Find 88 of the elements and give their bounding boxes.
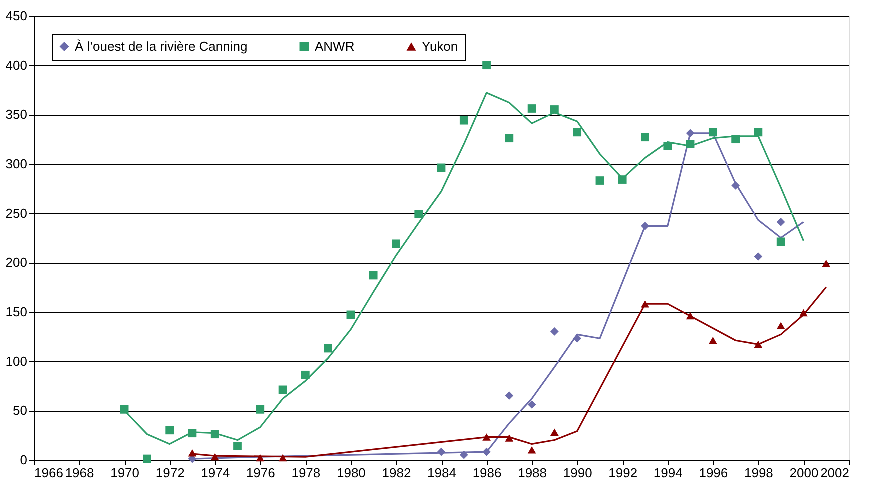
point — [188, 429, 197, 438]
point — [573, 128, 582, 137]
point — [528, 400, 536, 409]
point — [528, 446, 536, 454]
point — [776, 322, 786, 330]
x-tick-label: 1978 — [292, 466, 321, 480]
y-tick-label: 150 — [6, 304, 28, 320]
point — [686, 312, 695, 320]
y-tick-label: 350 — [6, 107, 28, 122]
point — [708, 336, 718, 344]
y-tick-label: 100 — [6, 354, 28, 369]
point — [482, 448, 491, 456]
point — [210, 430, 220, 439]
point — [528, 104, 536, 113]
point — [686, 140, 695, 148]
x-tick-label: 1980 — [336, 466, 366, 480]
point — [460, 116, 468, 125]
point — [754, 128, 763, 137]
y-tick-label: 400 — [6, 58, 28, 73]
point — [392, 240, 400, 248]
point — [301, 370, 310, 380]
y-tick-label: 300 — [6, 156, 28, 172]
x-tick-label: 1976 — [246, 466, 276, 480]
point — [732, 135, 740, 144]
x-tick-label: 1970 — [110, 466, 140, 480]
x-tick-label: 2000 — [790, 466, 819, 480]
point — [708, 128, 718, 137]
point — [256, 405, 265, 414]
x-tick-label: 1990 — [563, 466, 592, 480]
point — [482, 61, 491, 70]
x-tick-label: 1988 — [518, 466, 548, 480]
y-tick-label: 200 — [6, 255, 28, 270]
point — [505, 134, 514, 143]
y-tick-label: 250 — [6, 206, 28, 221]
point — [776, 238, 786, 246]
point — [618, 176, 627, 184]
point — [505, 434, 514, 442]
point — [210, 453, 220, 461]
x-tick-label: 2002 — [820, 466, 850, 480]
x-tick-label: 1996 — [699, 466, 728, 480]
point — [324, 344, 332, 353]
point — [596, 176, 604, 185]
point — [686, 129, 695, 138]
point — [776, 218, 786, 226]
point — [278, 386, 288, 394]
point — [550, 106, 559, 114]
point — [346, 310, 356, 320]
point — [234, 442, 242, 450]
point — [641, 133, 650, 142]
point — [414, 210, 424, 219]
point — [641, 222, 650, 230]
y-tick-label: 50 — [13, 403, 28, 418]
point — [800, 309, 808, 317]
y-tick-label: 450 — [6, 8, 28, 24]
point — [550, 428, 559, 436]
point — [732, 182, 740, 190]
legend-label: À l’ouest de la rivière Canning — [75, 38, 248, 54]
point — [278, 454, 288, 462]
x-tick-label: 1972 — [156, 466, 185, 480]
point — [166, 426, 174, 435]
point — [822, 260, 831, 268]
point — [754, 340, 763, 348]
x-tick-label: 1974 — [201, 466, 230, 480]
y-tick-label: 0 — [20, 452, 28, 468]
legend-label: ANWR — [315, 38, 355, 54]
point — [460, 450, 468, 460]
point — [754, 252, 763, 261]
point — [437, 164, 446, 172]
point — [369, 271, 378, 280]
point — [120, 405, 129, 414]
x-tick-label: 1994 — [654, 466, 683, 480]
x-tick-label: 1986 — [472, 466, 502, 480]
point — [188, 449, 197, 457]
x-tick-label: 1984 — [428, 466, 456, 480]
x-tick-label: 1992 — [608, 466, 638, 480]
point — [143, 454, 152, 464]
x-tick-label: 1982 — [382, 466, 412, 480]
point — [437, 448, 446, 456]
legend-label: Yukon — [422, 38, 458, 54]
x-tick-label: 1998 — [744, 466, 774, 480]
x-tick-label: 1968 — [65, 466, 94, 480]
point — [664, 142, 672, 150]
point — [550, 328, 559, 336]
x-tick-label: 1966 — [34, 466, 64, 480]
point — [505, 392, 514, 400]
point — [482, 434, 491, 441]
point — [641, 300, 650, 308]
point — [256, 454, 265, 462]
